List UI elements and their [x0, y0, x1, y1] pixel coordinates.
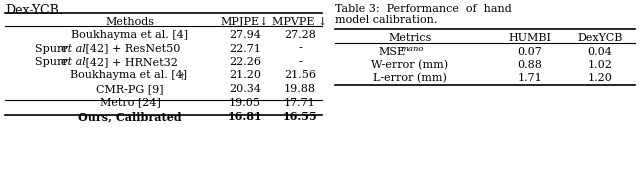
Text: Dex-YCB.: Dex-YCB. [5, 4, 63, 17]
Text: MPVPE ↓: MPVPE ↓ [272, 17, 328, 27]
Text: -: - [298, 57, 302, 67]
Text: 27.28: 27.28 [284, 30, 316, 40]
Text: 1.71: 1.71 [518, 73, 542, 83]
Text: 0.07: 0.07 [518, 47, 542, 57]
Text: L-error (mm): L-error (mm) [373, 73, 447, 83]
Text: 0.04: 0.04 [588, 47, 612, 57]
Text: Table 3:  Performance  of  hand: Table 3: Performance of hand [335, 4, 512, 14]
Text: W-error (mm): W-error (mm) [371, 60, 449, 70]
Text: HUMBI: HUMBI [509, 33, 552, 43]
Text: 20.34: 20.34 [229, 84, 261, 94]
Text: Ours, Calibrated: Ours, Calibrated [78, 111, 182, 122]
Text: -: - [298, 44, 302, 54]
Text: et al: et al [61, 57, 86, 67]
Text: Metro [24]: Metro [24] [100, 98, 161, 108]
Text: Spurr: Spurr [35, 57, 71, 67]
Text: 16.55: 16.55 [283, 111, 317, 122]
Text: 16.81: 16.81 [228, 111, 262, 122]
Text: 22.26: 22.26 [229, 57, 261, 67]
Text: MSE: MSE [378, 47, 405, 57]
Text: DexYCB: DexYCB [577, 33, 623, 43]
Text: [42] + ResNet50: [42] + ResNet50 [82, 44, 180, 54]
Text: mano: mano [400, 45, 424, 53]
Text: Spurr: Spurr [35, 44, 71, 54]
Text: 19.88: 19.88 [284, 84, 316, 94]
Text: 21.56: 21.56 [284, 70, 316, 80]
Text: 1.20: 1.20 [588, 73, 612, 83]
Text: model calibration.: model calibration. [335, 15, 437, 25]
Text: Boukhayma et al. [4]: Boukhayma et al. [4] [70, 70, 190, 80]
Text: 17.71: 17.71 [284, 98, 316, 108]
Text: CMR-PG [9]: CMR-PG [9] [96, 84, 164, 94]
Text: et al: et al [61, 44, 86, 54]
Text: 0.88: 0.88 [518, 60, 543, 70]
Text: 27.94: 27.94 [229, 30, 261, 40]
Text: 21.20: 21.20 [229, 70, 261, 80]
Text: 19.05: 19.05 [229, 98, 261, 108]
Text: Methods: Methods [106, 17, 154, 27]
Text: 1.02: 1.02 [588, 60, 612, 70]
Text: Boukhayma et al. [4]: Boukhayma et al. [4] [72, 30, 189, 40]
Text: [42] + HRNet32: [42] + HRNet32 [82, 57, 178, 67]
Text: †: † [180, 71, 184, 80]
Text: MPJPE↓: MPJPE↓ [221, 17, 269, 27]
Text: 22.71: 22.71 [229, 44, 261, 54]
Text: Metrics: Metrics [388, 33, 432, 43]
